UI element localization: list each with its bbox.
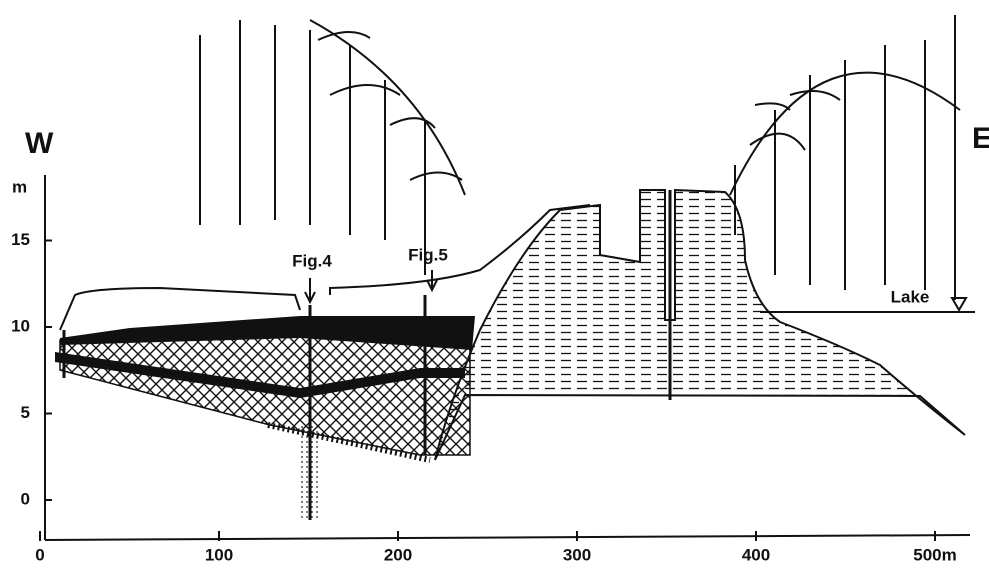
cross-section: Fig.4 Fig.5 Lake W E m 0 5 10 15 0 100 200 300 4…: [0, 0, 989, 570]
forest-right: [730, 15, 960, 300]
y-unit: m: [12, 177, 27, 196]
ticks: 0 5 10 15 0 100 200 300 400 500m: [11, 230, 957, 565]
x-tick-label: 100: [205, 545, 233, 564]
fig5-label: Fig.5: [408, 245, 448, 264]
forest-left: [200, 20, 465, 275]
fig4-arrow: [305, 278, 315, 302]
x-tick-label: 200: [384, 545, 412, 564]
west-label: W: [25, 127, 54, 160]
y-tick-label: 0: [21, 489, 30, 508]
east-label: E: [972, 122, 989, 155]
y-tick-label: 10: [11, 316, 30, 335]
fig4-label: Fig.4: [292, 251, 332, 270]
x-tick-label: 400: [742, 545, 770, 564]
x-tick-label: 0: [35, 545, 44, 564]
x-axis: [45, 535, 970, 540]
x-tick-label: 500m: [913, 545, 956, 564]
y-tick-label: 5: [21, 403, 30, 422]
x-tick-label: 300: [563, 545, 591, 564]
lake-label: Lake: [891, 287, 930, 306]
y-tick-label: 15: [11, 230, 30, 249]
lake-symbol: [952, 298, 966, 310]
